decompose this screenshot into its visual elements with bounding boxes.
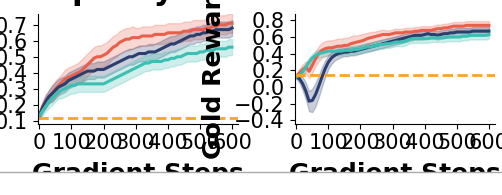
- Title: On-policy RWR: On-policy RWR: [12, 0, 264, 6]
- X-axis label: Gradient Steps: Gradient Steps: [32, 162, 243, 186]
- Title: REINFORCE: REINFORCE: [297, 0, 491, 6]
- X-axis label: Gradient Steps: Gradient Steps: [289, 162, 500, 186]
- Y-axis label: Gold Reward: Gold Reward: [202, 0, 225, 159]
- Legend: B = 64, B = 128, B = 256, $\pi_{ref}$: B = 64, B = 128, B = 256, $\pi_{ref}$: [0, 172, 502, 195]
